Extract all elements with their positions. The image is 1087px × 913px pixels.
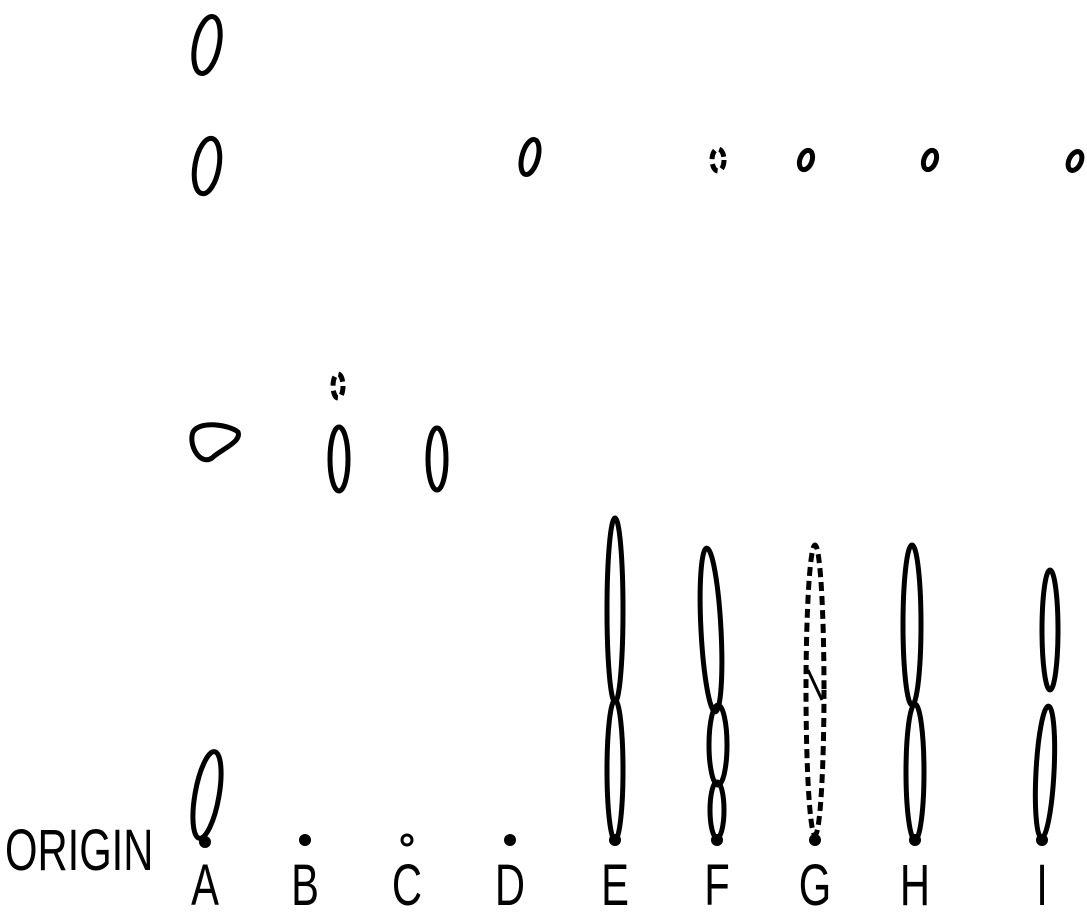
spot-cross	[808, 670, 822, 700]
spot	[806, 545, 824, 835]
spot	[333, 374, 343, 398]
spot	[712, 149, 724, 171]
spot	[697, 548, 726, 713]
origin-dot	[299, 834, 311, 846]
spot	[607, 518, 623, 702]
spot	[906, 704, 924, 840]
spot	[330, 427, 348, 491]
spot	[188, 750, 227, 841]
lane-label-group: I	[1036, 852, 1048, 913]
lane-label-group: A	[191, 852, 219, 913]
spot	[921, 149, 939, 172]
spot	[518, 138, 543, 177]
origin-dot	[402, 835, 412, 845]
lane-label-group: B	[291, 852, 319, 913]
lane-label: I	[1036, 852, 1048, 913]
spot	[903, 545, 921, 705]
lane-label: D	[495, 852, 525, 913]
lane-label: C	[392, 852, 422, 913]
origin-dot	[504, 834, 516, 846]
spot	[710, 782, 724, 838]
lane-label-group: H	[900, 852, 930, 913]
lane-label: F	[704, 852, 730, 913]
lane-label-group: F	[704, 852, 730, 913]
spot	[797, 149, 815, 172]
spot	[428, 428, 446, 490]
spot	[1042, 570, 1058, 690]
lane-label-group: E	[601, 852, 629, 913]
spot	[709, 705, 727, 785]
origin-label: ORIGIN	[5, 817, 153, 882]
lane-label: G	[799, 852, 831, 913]
spot	[192, 425, 239, 460]
spot	[190, 136, 223, 195]
lane-label-group: D	[495, 852, 525, 913]
spot	[189, 14, 225, 76]
lane-label: B	[291, 852, 319, 913]
spots	[188, 14, 1085, 840]
lane-label-group: G	[799, 852, 831, 913]
spot	[1033, 706, 1058, 839]
spot	[607, 700, 623, 840]
lane-label: A	[191, 852, 219, 913]
page: ORIGIN A B C D E F G H I	[0, 0, 1087, 913]
lane-label-group: C	[392, 852, 422, 913]
lane-label: H	[900, 852, 930, 913]
chromatogram: ORIGIN A B C D E F G H I	[0, 0, 1087, 913]
spot	[1065, 149, 1084, 172]
lane-label: E	[601, 852, 629, 913]
origin-label-group: ORIGIN	[5, 817, 153, 882]
origin-dots	[199, 834, 1048, 848]
lane-labels: A B C D E F G H I	[191, 852, 1048, 913]
